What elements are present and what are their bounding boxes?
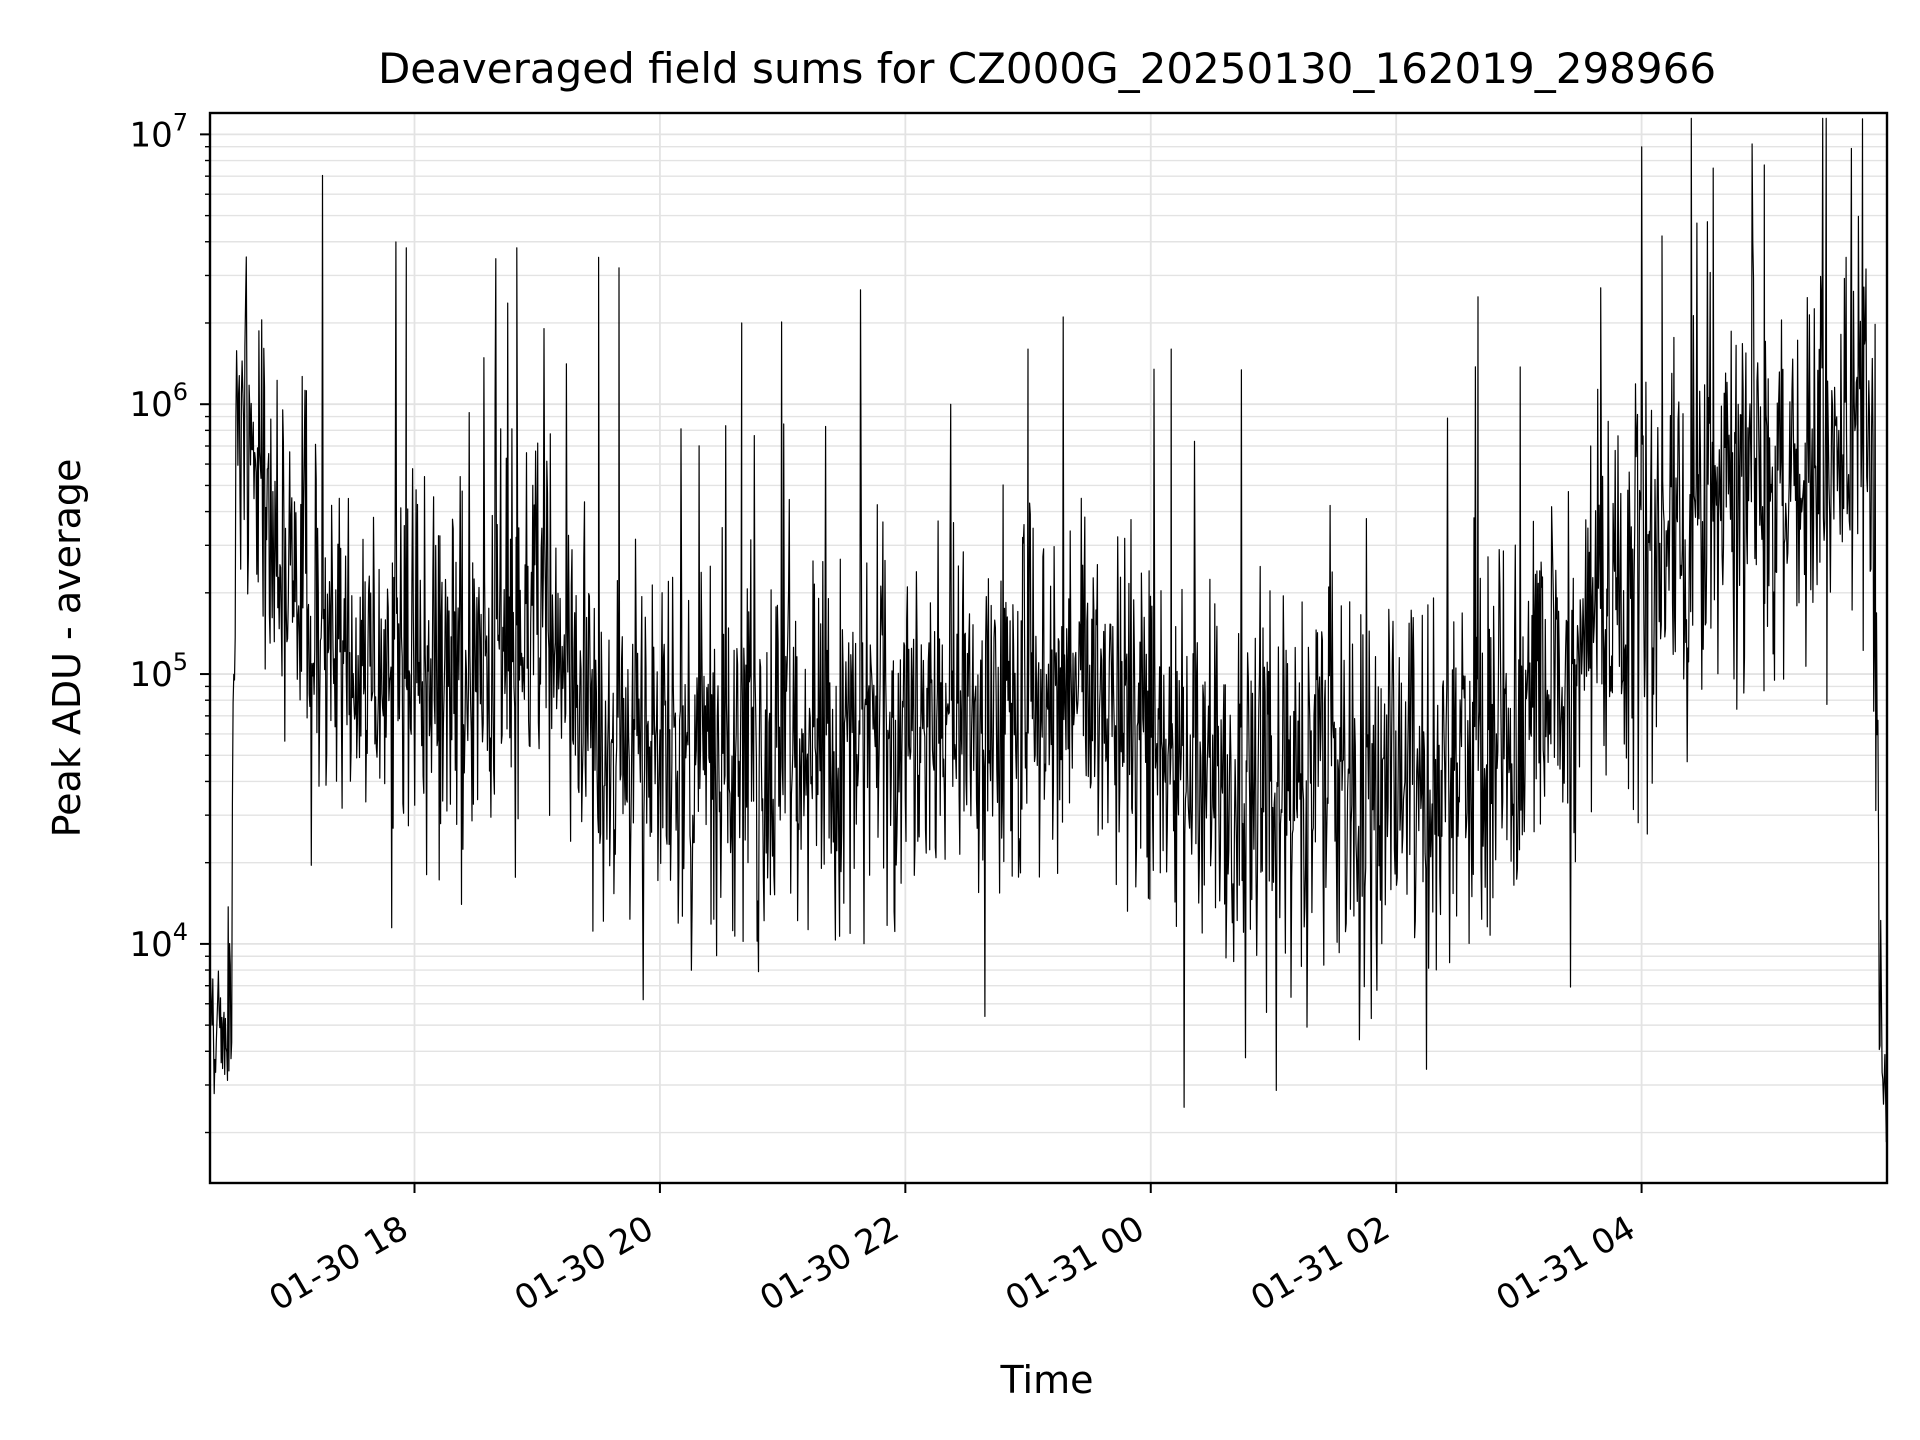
x-axis-label: Time — [1000, 1358, 1094, 1402]
y-tick-label: 105 — [129, 648, 188, 695]
chart-title: Deaveraged field sums for CZ000G_2025013… — [378, 44, 1716, 93]
plot-frame — [208, 111, 1889, 1185]
y-axis-label: Peak ADU - average — [45, 459, 89, 838]
y-axis: 104 105 106 107 — [129, 108, 210, 1134]
series-layer — [209, 117, 1888, 1143]
series-line-0 — [209, 117, 1888, 1143]
y-tick-label: 106 — [129, 378, 188, 425]
y-tick-label: 107 — [129, 108, 188, 155]
y-tick-label: 104 — [129, 918, 188, 965]
